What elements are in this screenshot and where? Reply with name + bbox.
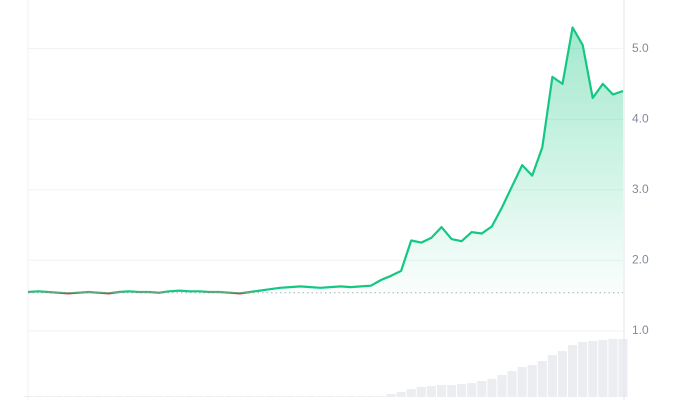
volume-bar: [527, 365, 537, 397]
volume-bar: [83, 396, 94, 397]
price-area: [28, 27, 623, 293]
volume-bar: [114, 396, 124, 397]
volume-bar: [386, 394, 396, 397]
volume-bar: [618, 339, 628, 397]
volume-bar: [396, 392, 406, 397]
volume-bar: [154, 396, 164, 397]
volume-bar: [204, 396, 215, 397]
volume-bar: [275, 396, 285, 397]
volume-bar: [33, 396, 43, 397]
volume-bar: [376, 396, 386, 397]
y-tick-label: 4.0: [632, 111, 649, 125]
volume-bar: [467, 383, 477, 397]
volume-bar: [73, 396, 83, 397]
volume-bar: [346, 396, 356, 397]
volume-bar: [225, 396, 235, 397]
volume-bar: [235, 396, 245, 397]
volume-bar: [406, 389, 416, 397]
volume-bar: [23, 396, 33, 397]
y-tick-label: 3.0: [632, 182, 649, 196]
volume-bar: [477, 381, 487, 397]
volume-bar: [63, 396, 73, 397]
volume-bar: [447, 385, 457, 397]
volume-bar: [164, 396, 174, 397]
volume-bar: [134, 396, 144, 397]
volume-bar: [497, 375, 507, 397]
y-tick-label: 1.0: [632, 323, 649, 337]
volume-bar: [215, 396, 225, 397]
volume-bar: [305, 396, 315, 397]
volume-bar: [588, 341, 598, 397]
volume-bar: [184, 396, 194, 397]
volume-bar: [366, 396, 376, 397]
y-tick-label: 5.0: [632, 41, 649, 55]
volume-bar: [174, 396, 184, 397]
volume-bar: [295, 396, 305, 397]
volume-bar: [194, 396, 204, 397]
volume-bar: [608, 339, 618, 397]
volume-bar: [487, 379, 497, 397]
volume-bar: [578, 342, 588, 397]
volume-bar: [94, 396, 104, 397]
y-tick-label: 2.0: [632, 252, 649, 266]
volume-bar: [598, 340, 608, 397]
volume-bar: [326, 396, 336, 397]
volume-bar: [265, 396, 275, 397]
volume-bar: [124, 396, 134, 397]
volume-bar: [104, 396, 114, 397]
volume-bar: [336, 396, 346, 397]
volume-bar: [285, 396, 295, 397]
volume-bar: [144, 396, 154, 397]
volume-bar: [557, 351, 568, 397]
price-line: [27, 26, 624, 293]
volume-bar: [507, 371, 517, 397]
volume-bar: [43, 396, 53, 397]
volume-bar: [255, 396, 265, 397]
volume-bar: [245, 396, 255, 397]
volume-bar: [457, 384, 467, 397]
volume-bar: [547, 355, 557, 397]
volume-bar: [436, 385, 447, 397]
volume-bar: [568, 345, 578, 397]
volume-bar: [53, 396, 63, 397]
volume-bar: [416, 387, 426, 397]
volume-bar: [426, 386, 436, 397]
volume-bar: [315, 396, 325, 397]
volume-bar: [517, 367, 527, 397]
volume-bar: [356, 396, 366, 397]
volume-bar: [537, 361, 547, 397]
